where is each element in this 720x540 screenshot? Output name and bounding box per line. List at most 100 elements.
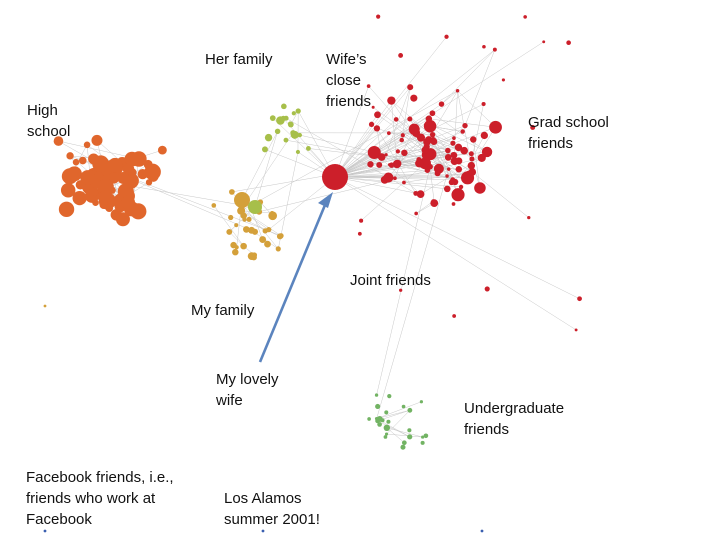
network-edge — [388, 137, 422, 178]
network-node — [383, 424, 391, 432]
network-node — [78, 156, 87, 165]
network-edge — [334, 176, 580, 299]
network-node — [480, 131, 488, 140]
network-node — [467, 161, 476, 170]
network-node — [386, 419, 391, 424]
network-edge — [334, 36, 447, 178]
network-node — [400, 133, 405, 138]
network-node — [115, 212, 130, 227]
network-edge — [360, 163, 426, 221]
network-node — [477, 153, 486, 162]
network-node — [228, 214, 234, 221]
arrow-line — [258, 204, 327, 363]
network-edge — [240, 208, 282, 236]
network-node — [107, 157, 123, 173]
network-node — [393, 176, 397, 181]
network-node — [297, 132, 302, 138]
label-joint-friends: Joint friends — [350, 272, 431, 289]
network-edge — [334, 176, 462, 188]
network-node — [577, 296, 582, 302]
network-node — [431, 199, 436, 204]
network-node — [470, 136, 477, 143]
label-wifes-close-friends: Wife’s close friends — [326, 51, 372, 110]
network-node — [84, 188, 100, 203]
network-node — [61, 168, 78, 185]
network-edge — [244, 219, 281, 237]
network-edge — [272, 117, 336, 178]
label-my-lovely-wife: My lovely wife — [216, 371, 279, 409]
network-node — [444, 34, 449, 39]
network-node — [72, 158, 80, 166]
network-edge — [334, 103, 484, 178]
network-edge — [334, 160, 459, 178]
network-node — [269, 115, 276, 121]
network-edge — [334, 119, 397, 178]
network-edge — [376, 169, 449, 419]
network-node — [357, 231, 362, 236]
network-edge — [433, 151, 454, 155]
network-node — [455, 166, 463, 173]
network-node — [444, 153, 452, 161]
network-edge — [457, 90, 496, 128]
network-node — [274, 128, 281, 135]
network-node — [481, 101, 486, 107]
network-nodes — [43, 14, 582, 533]
network-node — [410, 94, 418, 102]
network-node — [243, 226, 250, 233]
network-node — [72, 191, 87, 206]
network-edge — [433, 126, 488, 153]
network-edge — [432, 127, 496, 152]
network-node — [248, 226, 256, 234]
network-node — [431, 149, 435, 153]
network-node — [402, 180, 406, 185]
network-node — [43, 529, 47, 533]
network-node — [423, 433, 429, 439]
network-node — [421, 435, 425, 439]
network-node — [80, 170, 96, 185]
network-node — [53, 136, 64, 146]
network-node — [393, 117, 399, 122]
network-node — [229, 189, 235, 195]
label-high-school: High school — [27, 102, 71, 140]
network-node — [413, 190, 419, 196]
network-node — [398, 53, 404, 58]
network-node — [416, 133, 426, 142]
network-node — [484, 286, 490, 292]
network-node — [432, 124, 436, 129]
network-node — [124, 151, 140, 167]
network-edge — [377, 114, 468, 179]
network-node — [367, 145, 381, 160]
network-node — [278, 233, 284, 239]
network-node — [399, 288, 403, 292]
network-node — [527, 215, 531, 220]
label-her-family: Her family — [205, 51, 273, 68]
label-my-family: My family — [191, 302, 255, 319]
network-node — [66, 152, 74, 160]
network-node — [371, 105, 375, 109]
network-edge — [334, 49, 496, 178]
network-edge — [259, 157, 482, 212]
network-node — [482, 44, 486, 49]
network-node — [359, 218, 364, 223]
network-node — [290, 130, 296, 136]
network-node — [291, 111, 296, 116]
network-node — [401, 440, 407, 446]
network-node — [383, 435, 388, 439]
network-node — [230, 241, 237, 249]
network-node — [83, 141, 91, 149]
network-node — [283, 137, 289, 143]
network-node — [261, 146, 268, 153]
network-edge — [334, 103, 442, 178]
wife-arrow — [258, 192, 333, 363]
network-node — [489, 120, 502, 134]
network-node — [574, 328, 578, 332]
network-node — [122, 163, 135, 175]
network-node — [445, 147, 451, 154]
network-node — [474, 182, 486, 194]
network-node — [264, 240, 271, 248]
network-node — [407, 434, 413, 440]
network-edge — [376, 128, 382, 158]
network-edge — [229, 231, 244, 247]
